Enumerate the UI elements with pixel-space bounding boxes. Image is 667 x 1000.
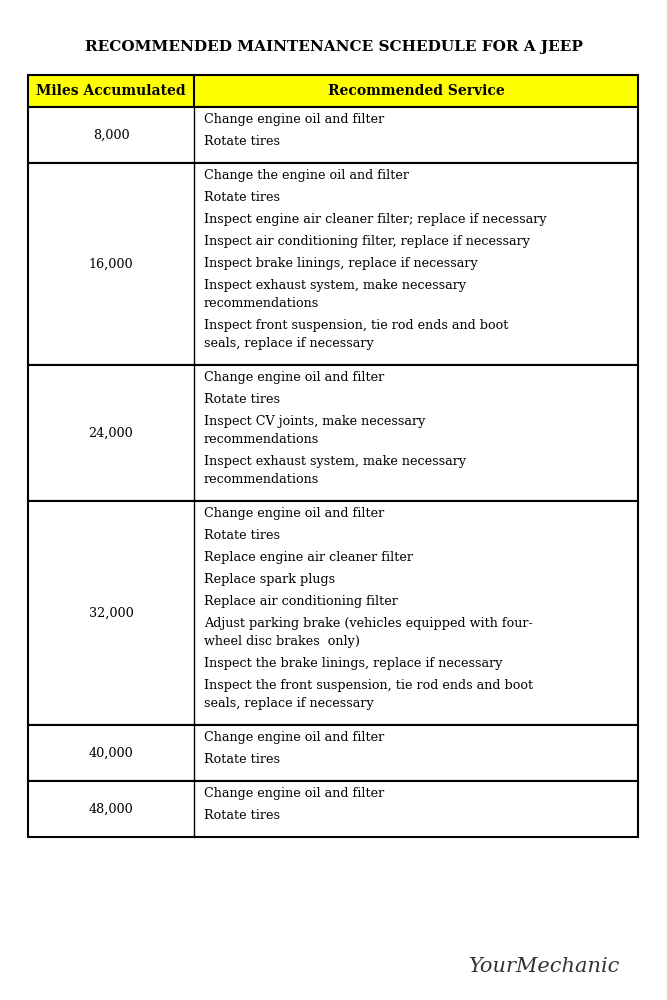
Bar: [28, 107, 638, 163]
Text: Inspect the front suspension, tie rod ends and boot: Inspect the front suspension, tie rod en…: [204, 679, 533, 692]
Text: Recommended Service: Recommended Service: [327, 84, 504, 98]
Bar: [28, 501, 638, 725]
Text: Miles Accumulated: Miles Accumulated: [36, 84, 186, 98]
Text: Change engine oil and filter: Change engine oil and filter: [204, 113, 384, 126]
Text: Rotate tires: Rotate tires: [204, 753, 280, 766]
Text: 48,000: 48,000: [89, 802, 133, 816]
Text: Change the engine oil and filter: Change the engine oil and filter: [204, 169, 409, 182]
Text: RECOMMENDED MAINTENANCE SCHEDULE FOR A JEEP: RECOMMENDED MAINTENANCE SCHEDULE FOR A J…: [85, 40, 582, 54]
Text: Rotate tires: Rotate tires: [204, 809, 280, 822]
Text: 40,000: 40,000: [89, 746, 133, 760]
Bar: [28, 75, 638, 107]
Bar: [28, 781, 638, 837]
Text: Replace spark plugs: Replace spark plugs: [204, 573, 335, 586]
Text: Inspect brake linings, replace if necessary: Inspect brake linings, replace if necess…: [204, 257, 478, 270]
Text: Rotate tires: Rotate tires: [204, 529, 280, 542]
Text: recommendations: recommendations: [204, 433, 319, 446]
Text: Replace engine air cleaner filter: Replace engine air cleaner filter: [204, 551, 413, 564]
Text: Inspect exhaust system, make necessary: Inspect exhaust system, make necessary: [204, 455, 466, 468]
Text: seals, replace if necessary: seals, replace if necessary: [204, 697, 374, 710]
Text: 32,000: 32,000: [89, 606, 133, 619]
Bar: [28, 365, 638, 501]
Bar: [28, 163, 638, 365]
Text: Change engine oil and filter: Change engine oil and filter: [204, 507, 384, 520]
Text: Change engine oil and filter: Change engine oil and filter: [204, 731, 384, 744]
Text: Inspect exhaust system, make necessary: Inspect exhaust system, make necessary: [204, 279, 466, 292]
Text: Inspect CV joints, make necessary: Inspect CV joints, make necessary: [204, 415, 426, 428]
Text: Change engine oil and filter: Change engine oil and filter: [204, 371, 384, 384]
Text: 16,000: 16,000: [89, 257, 133, 270]
Text: Inspect the brake linings, replace if necessary: Inspect the brake linings, replace if ne…: [204, 657, 502, 670]
Text: Inspect air conditioning filter, replace if necessary: Inspect air conditioning filter, replace…: [204, 235, 530, 248]
Text: 24,000: 24,000: [89, 426, 133, 440]
Text: recommendations: recommendations: [204, 297, 319, 310]
Text: Change engine oil and filter: Change engine oil and filter: [204, 787, 384, 800]
Text: 8,000: 8,000: [93, 128, 129, 141]
Text: wheel disc brakes  only): wheel disc brakes only): [204, 635, 360, 648]
Text: Replace air conditioning filter: Replace air conditioning filter: [204, 595, 398, 608]
Text: Inspect engine air cleaner filter; replace if necessary: Inspect engine air cleaner filter; repla…: [204, 213, 547, 226]
Text: Rotate tires: Rotate tires: [204, 135, 280, 148]
Text: YourMechanic: YourMechanic: [469, 956, 620, 976]
Text: Adjust parking brake (vehicles equipped with four-: Adjust parking brake (vehicles equipped …: [204, 617, 533, 630]
Text: recommendations: recommendations: [204, 473, 319, 486]
Bar: [28, 725, 638, 781]
Text: Rotate tires: Rotate tires: [204, 191, 280, 204]
Text: Inspect front suspension, tie rod ends and boot: Inspect front suspension, tie rod ends a…: [204, 319, 508, 332]
Text: Rotate tires: Rotate tires: [204, 393, 280, 406]
Text: seals, replace if necessary: seals, replace if necessary: [204, 337, 374, 350]
